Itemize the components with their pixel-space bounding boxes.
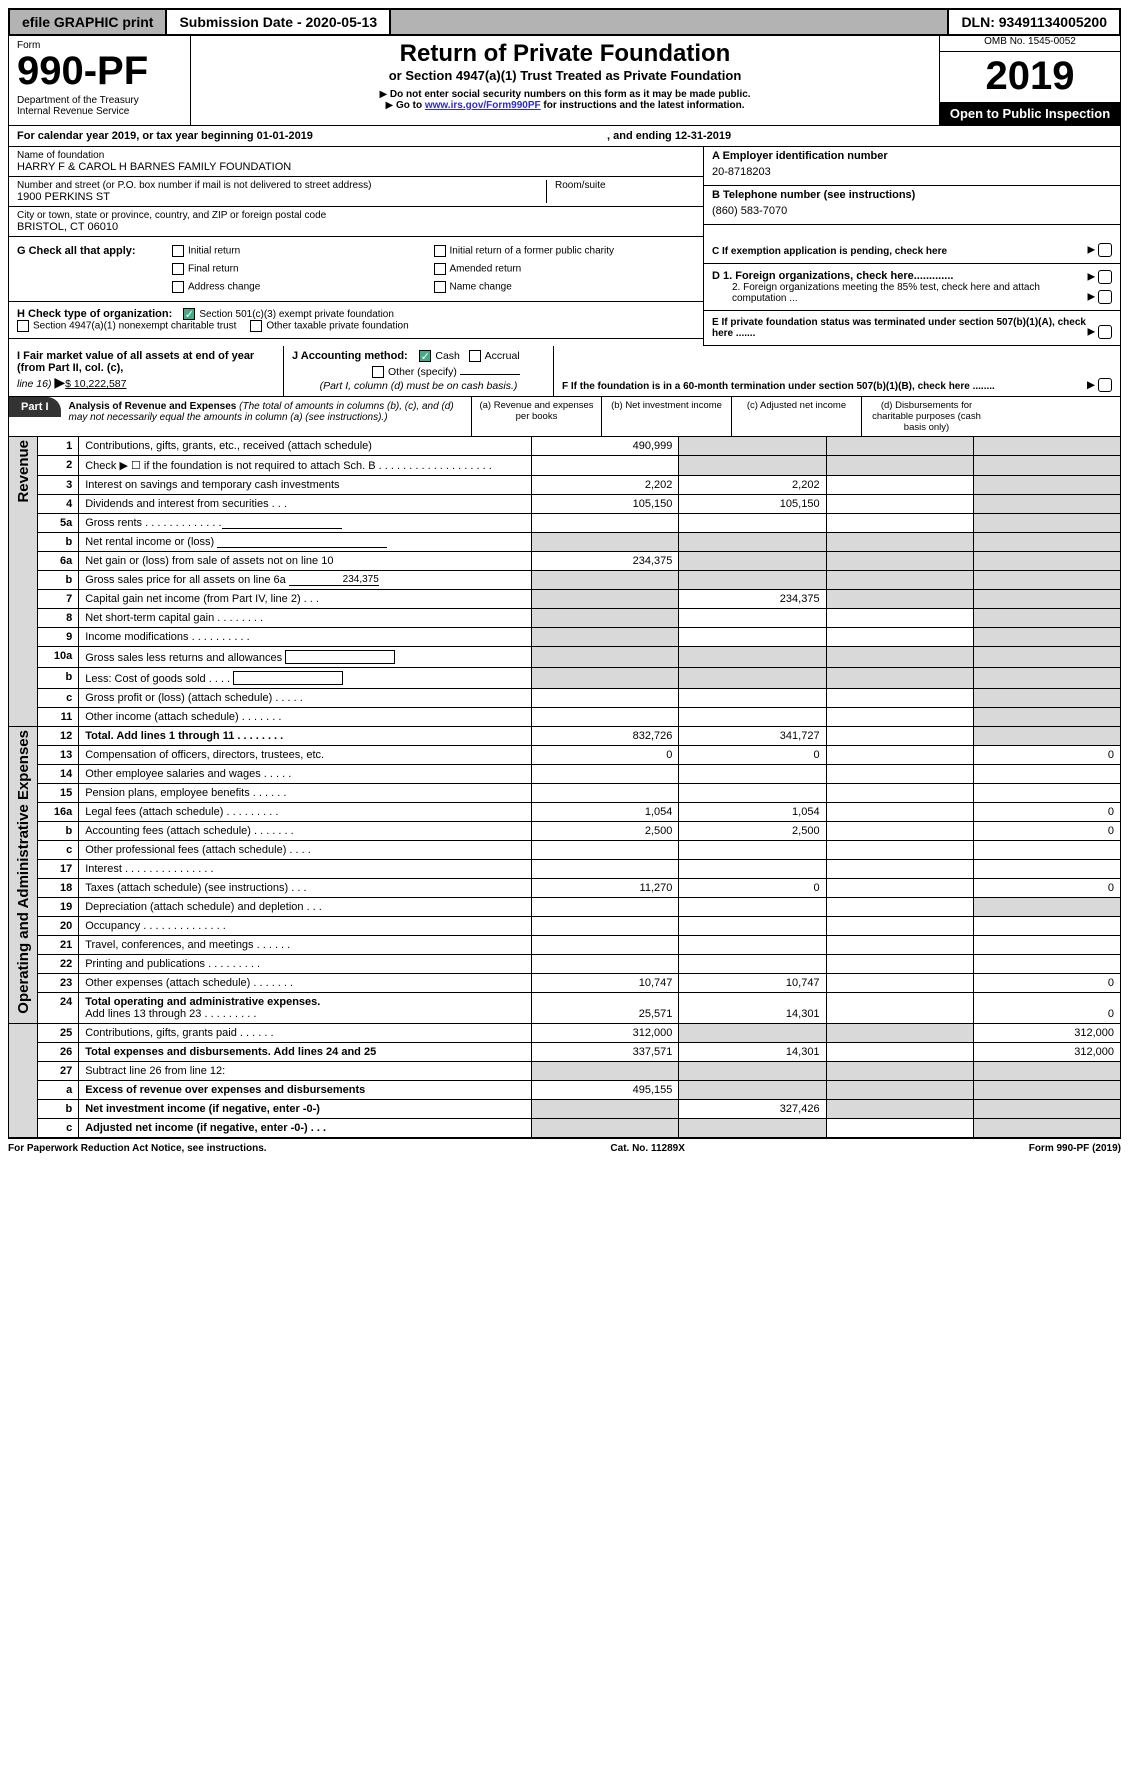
irs: Internal Revenue Service [17, 106, 182, 117]
address: 1900 PERKINS ST [17, 191, 538, 203]
form-ref: Form 990-PF (2019) [1029, 1143, 1121, 1154]
e-label: E If private foundation status was termi… [712, 317, 1088, 339]
form-title: Return of Private Foundation [199, 40, 931, 68]
part-i-badge: Part I [9, 397, 61, 417]
irs-link[interactable]: www.irs.gov/Form990PF [425, 100, 541, 111]
name-label: Name of foundation [17, 150, 695, 161]
phone: (860) 583-7070 [712, 201, 1112, 221]
dept-treasury: Department of the Treasury [17, 95, 182, 106]
g-label: G Check all that apply: [17, 245, 172, 257]
tax-year: 2019 [946, 54, 1114, 99]
city-state-zip: BRISTOL, CT 06010 [17, 221, 695, 233]
arrow-icon: ▶ [379, 89, 387, 100]
checkbox[interactable] [434, 281, 446, 293]
checkbox[interactable] [372, 366, 384, 378]
ein-label: A Employer identification number [712, 150, 1112, 162]
cy-end: , and ending 12-31-2019 [607, 130, 731, 142]
fmv-value: $ 10,222,587 [65, 378, 126, 390]
open-public: Open to Public Inspection [940, 102, 1120, 125]
phone-label: B Telephone number (see instructions) [712, 189, 1112, 201]
form-number: 990-PF [17, 51, 182, 91]
f-label: F If the foundation is in a 60-month ter… [562, 381, 1087, 392]
form-subtitle: or Section 4947(a)(1) Trust Treated as P… [199, 68, 931, 83]
col-b-header: (b) Net investment income [601, 397, 731, 436]
foundation-name: HARRY F & CAROL H BARNES FAMILY FOUNDATI… [17, 161, 695, 173]
checkbox[interactable] [434, 263, 446, 275]
omb: OMB No. 1545-0052 [940, 36, 1120, 52]
col-a-header: (a) Revenue and expenses per books [471, 397, 601, 436]
col-c-header: (c) Adjusted net income [731, 397, 861, 436]
cat-no: Cat. No. 11289X [610, 1143, 684, 1154]
checkbox[interactable] [250, 320, 262, 332]
col-d-header: (d) Disbursements for charitable purpose… [861, 397, 991, 436]
paperwork-notice: For Paperwork Reduction Act Notice, see … [8, 1143, 267, 1154]
arrow-icon: ▶ [385, 100, 393, 111]
checkbox[interactable] [1098, 270, 1112, 284]
addr-label: Number and street (or P.O. box number if… [17, 180, 538, 191]
checkbox[interactable] [17, 320, 29, 332]
analysis-table: Revenue1Contributions, gifts, grants, et… [8, 437, 1121, 1138]
checkbox[interactable] [1098, 378, 1112, 392]
h-label: H Check type of organization: [17, 308, 172, 320]
checkbox[interactable] [172, 245, 184, 257]
ein: 20-8718203 [712, 162, 1112, 182]
city-label: City or town, state or province, country… [17, 210, 695, 221]
checkbox-checked[interactable] [183, 308, 195, 320]
checkbox[interactable] [1098, 243, 1112, 257]
checkbox[interactable] [469, 350, 481, 362]
suite-label: Room/suite [547, 180, 606, 203]
efile-header: efile GRAPHIC print Submission Date - 20… [8, 8, 1121, 36]
checkbox[interactable] [1098, 290, 1112, 304]
checkbox[interactable] [172, 263, 184, 275]
checkbox[interactable] [1098, 325, 1112, 339]
checkbox[interactable] [172, 281, 184, 293]
checkbox[interactable] [434, 245, 446, 257]
checkbox-checked[interactable] [419, 350, 431, 362]
c-label: C If exemption application is pending, c… [712, 246, 1088, 257]
cy-begin: For calendar year 2019, or tax year begi… [17, 130, 607, 142]
